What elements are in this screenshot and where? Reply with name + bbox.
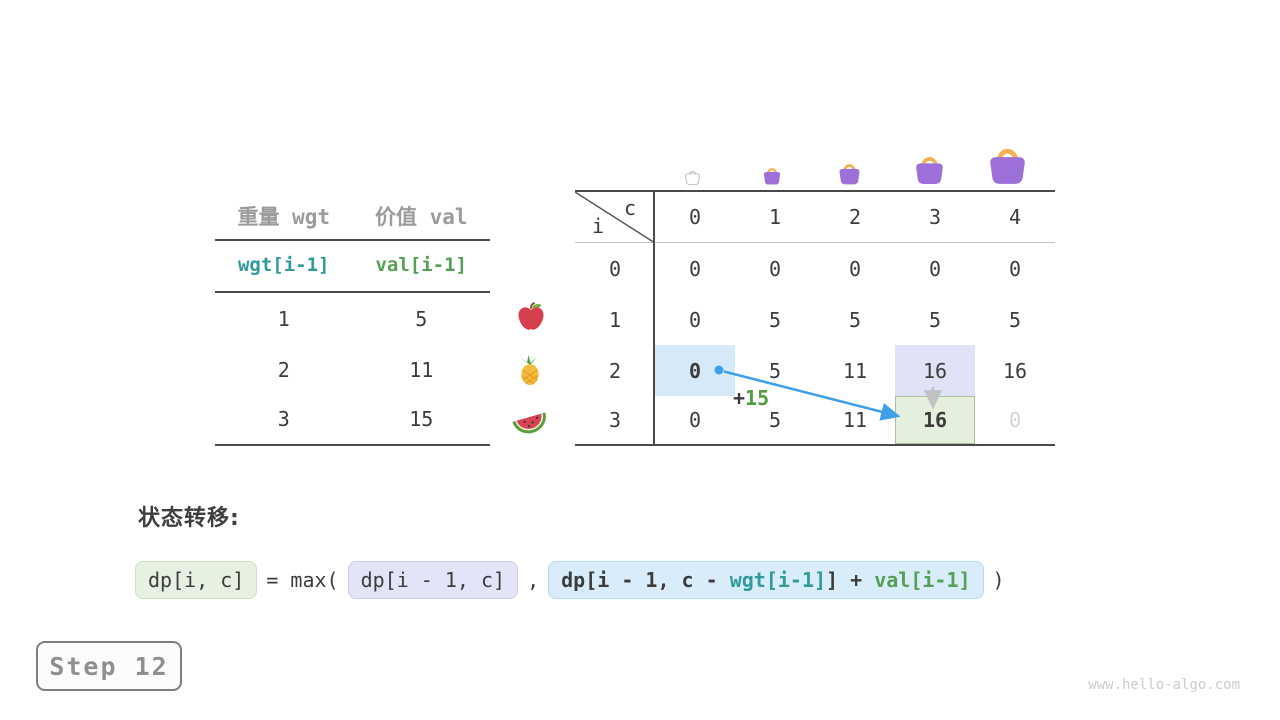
divider <box>215 291 490 293</box>
dp-cell-3-0: 0 <box>688 408 702 432</box>
formula-comma: , <box>527 568 540 592</box>
dp-cell-3-4: 0 <box>1008 408 1022 432</box>
value-column-header: 价值 val <box>374 205 468 229</box>
dp-table-bottom-border <box>575 444 1055 446</box>
items-table: 重量 wgt 价值 val wgt[i-1] val[i-1] 1 5 2 11… <box>215 195 490 447</box>
row-label-3: 3 <box>608 408 622 432</box>
state-transition-heading: 状态转移: <box>138 506 240 531</box>
corner-diagonal-line <box>575 192 655 243</box>
dp-table-header-divider <box>575 242 1055 243</box>
col-header-3: 3 <box>928 205 942 229</box>
item-row-pineapple: 2 11 <box>215 344 490 395</box>
col-header-4: 4 <box>1008 205 1022 229</box>
watermelon-icon <box>511 405 548 438</box>
option2-bracket: ] <box>826 568 839 592</box>
formula-operator: = max( <box>266 568 339 592</box>
col-header-0: 0 <box>688 205 702 229</box>
dp-cell-2-3-alternative: 16 <box>895 345 975 396</box>
item-value: 5 <box>415 306 428 331</box>
row-label-0: 0 <box>608 257 622 281</box>
plus-sign: + <box>733 386 746 410</box>
dp-cell-2-0-source: 0 <box>655 345 735 396</box>
item-value: 11 <box>409 357 434 382</box>
dp-cell-3-3-result: 16 <box>895 396 975 444</box>
dp-cell-1-1: 5 <box>768 307 782 332</box>
plus-value: 15 <box>745 386 770 410</box>
dp-table-vertical-divider <box>653 190 655 446</box>
bag-capacity-2-icon <box>837 159 862 185</box>
state-transition-formula: dp[i, c] = max( dp[i - 1, c] , dp[i - 1,… <box>135 561 1005 599</box>
option2-plus: + <box>838 568 875 592</box>
dp-cell-0-1: 0 <box>768 257 782 281</box>
bag-capacity-4-icon <box>986 140 1029 185</box>
item-value: 15 <box>409 407 434 431</box>
row-label-1: 1 <box>608 307 622 332</box>
wgt-formula-label: wgt[i-1] <box>237 254 330 276</box>
plus-15-label: +15 <box>733 386 769 410</box>
watermark: www.hello-algo.com <box>1088 677 1240 693</box>
col-header-2: 2 <box>848 205 862 229</box>
dp-table: c i 0 1 2 3 4 0 0 0 0 0 0 1 0 5 5 5 5 2 … <box>575 190 1055 446</box>
col-header-1: 1 <box>768 205 782 229</box>
corner-col-variable: c <box>623 196 637 220</box>
formula-option2-box: dp[i - 1, c - wgt[i-1]] + val[i-1] <box>548 561 984 599</box>
item-weight: 2 <box>277 357 290 382</box>
option2-val-term: val[i-1] <box>874 568 971 592</box>
dp-cell-1-4: 5 <box>1008 307 1022 332</box>
item-weight: 3 <box>277 407 290 431</box>
dp-cell-2-4: 16 <box>1002 358 1028 383</box>
divider <box>215 444 490 446</box>
formula-lhs-box: dp[i, c] <box>135 561 258 599</box>
dp-cell-0-4: 0 <box>1008 257 1022 281</box>
apple-icon <box>515 301 547 333</box>
formula-option1-box: dp[i - 1, c] <box>347 561 519 599</box>
bag-capacity-3-icon <box>913 150 946 185</box>
dp-table-top-border <box>575 190 1055 192</box>
dp-cell-1-0: 0 <box>688 307 702 332</box>
corner-row-variable: i <box>591 214 605 238</box>
items-table-header: 重量 wgt 价值 val <box>215 195 490 237</box>
dp-cell-0-2: 0 <box>848 257 862 281</box>
item-row-apple: 1 5 <box>215 293 490 344</box>
dp-cell-1-3: 5 <box>928 307 942 332</box>
formula-close-paren: ) <box>992 568 1005 592</box>
items-formula-row: wgt[i-1] val[i-1] <box>215 241 490 289</box>
step-badge: Step 12 <box>36 641 182 691</box>
pineapple-icon <box>514 354 546 386</box>
bag-capacity-1-icon <box>762 164 782 185</box>
item-row-watermelon: 3 15 <box>215 395 490 443</box>
val-formula-label: val[i-1] <box>375 254 467 276</box>
dp-cell-0-3: 0 <box>928 257 942 281</box>
dp-cell-2-2: 11 <box>842 358 868 383</box>
dp-cell-0-0: 0 <box>688 257 702 281</box>
row-label-2: 2 <box>608 358 622 383</box>
dp-cell-3-2: 11 <box>842 408 868 432</box>
option2-prefix: dp[i - 1, c - <box>561 568 730 592</box>
item-weight: 1 <box>277 306 290 331</box>
dp-cell-1-2: 5 <box>848 307 862 332</box>
bag-capacity-0-icon <box>684 167 701 185</box>
option2-wgt-term: wgt[i-1] <box>729 568 827 592</box>
weight-column-header: 重量 wgt <box>237 205 331 229</box>
divider <box>215 239 490 241</box>
